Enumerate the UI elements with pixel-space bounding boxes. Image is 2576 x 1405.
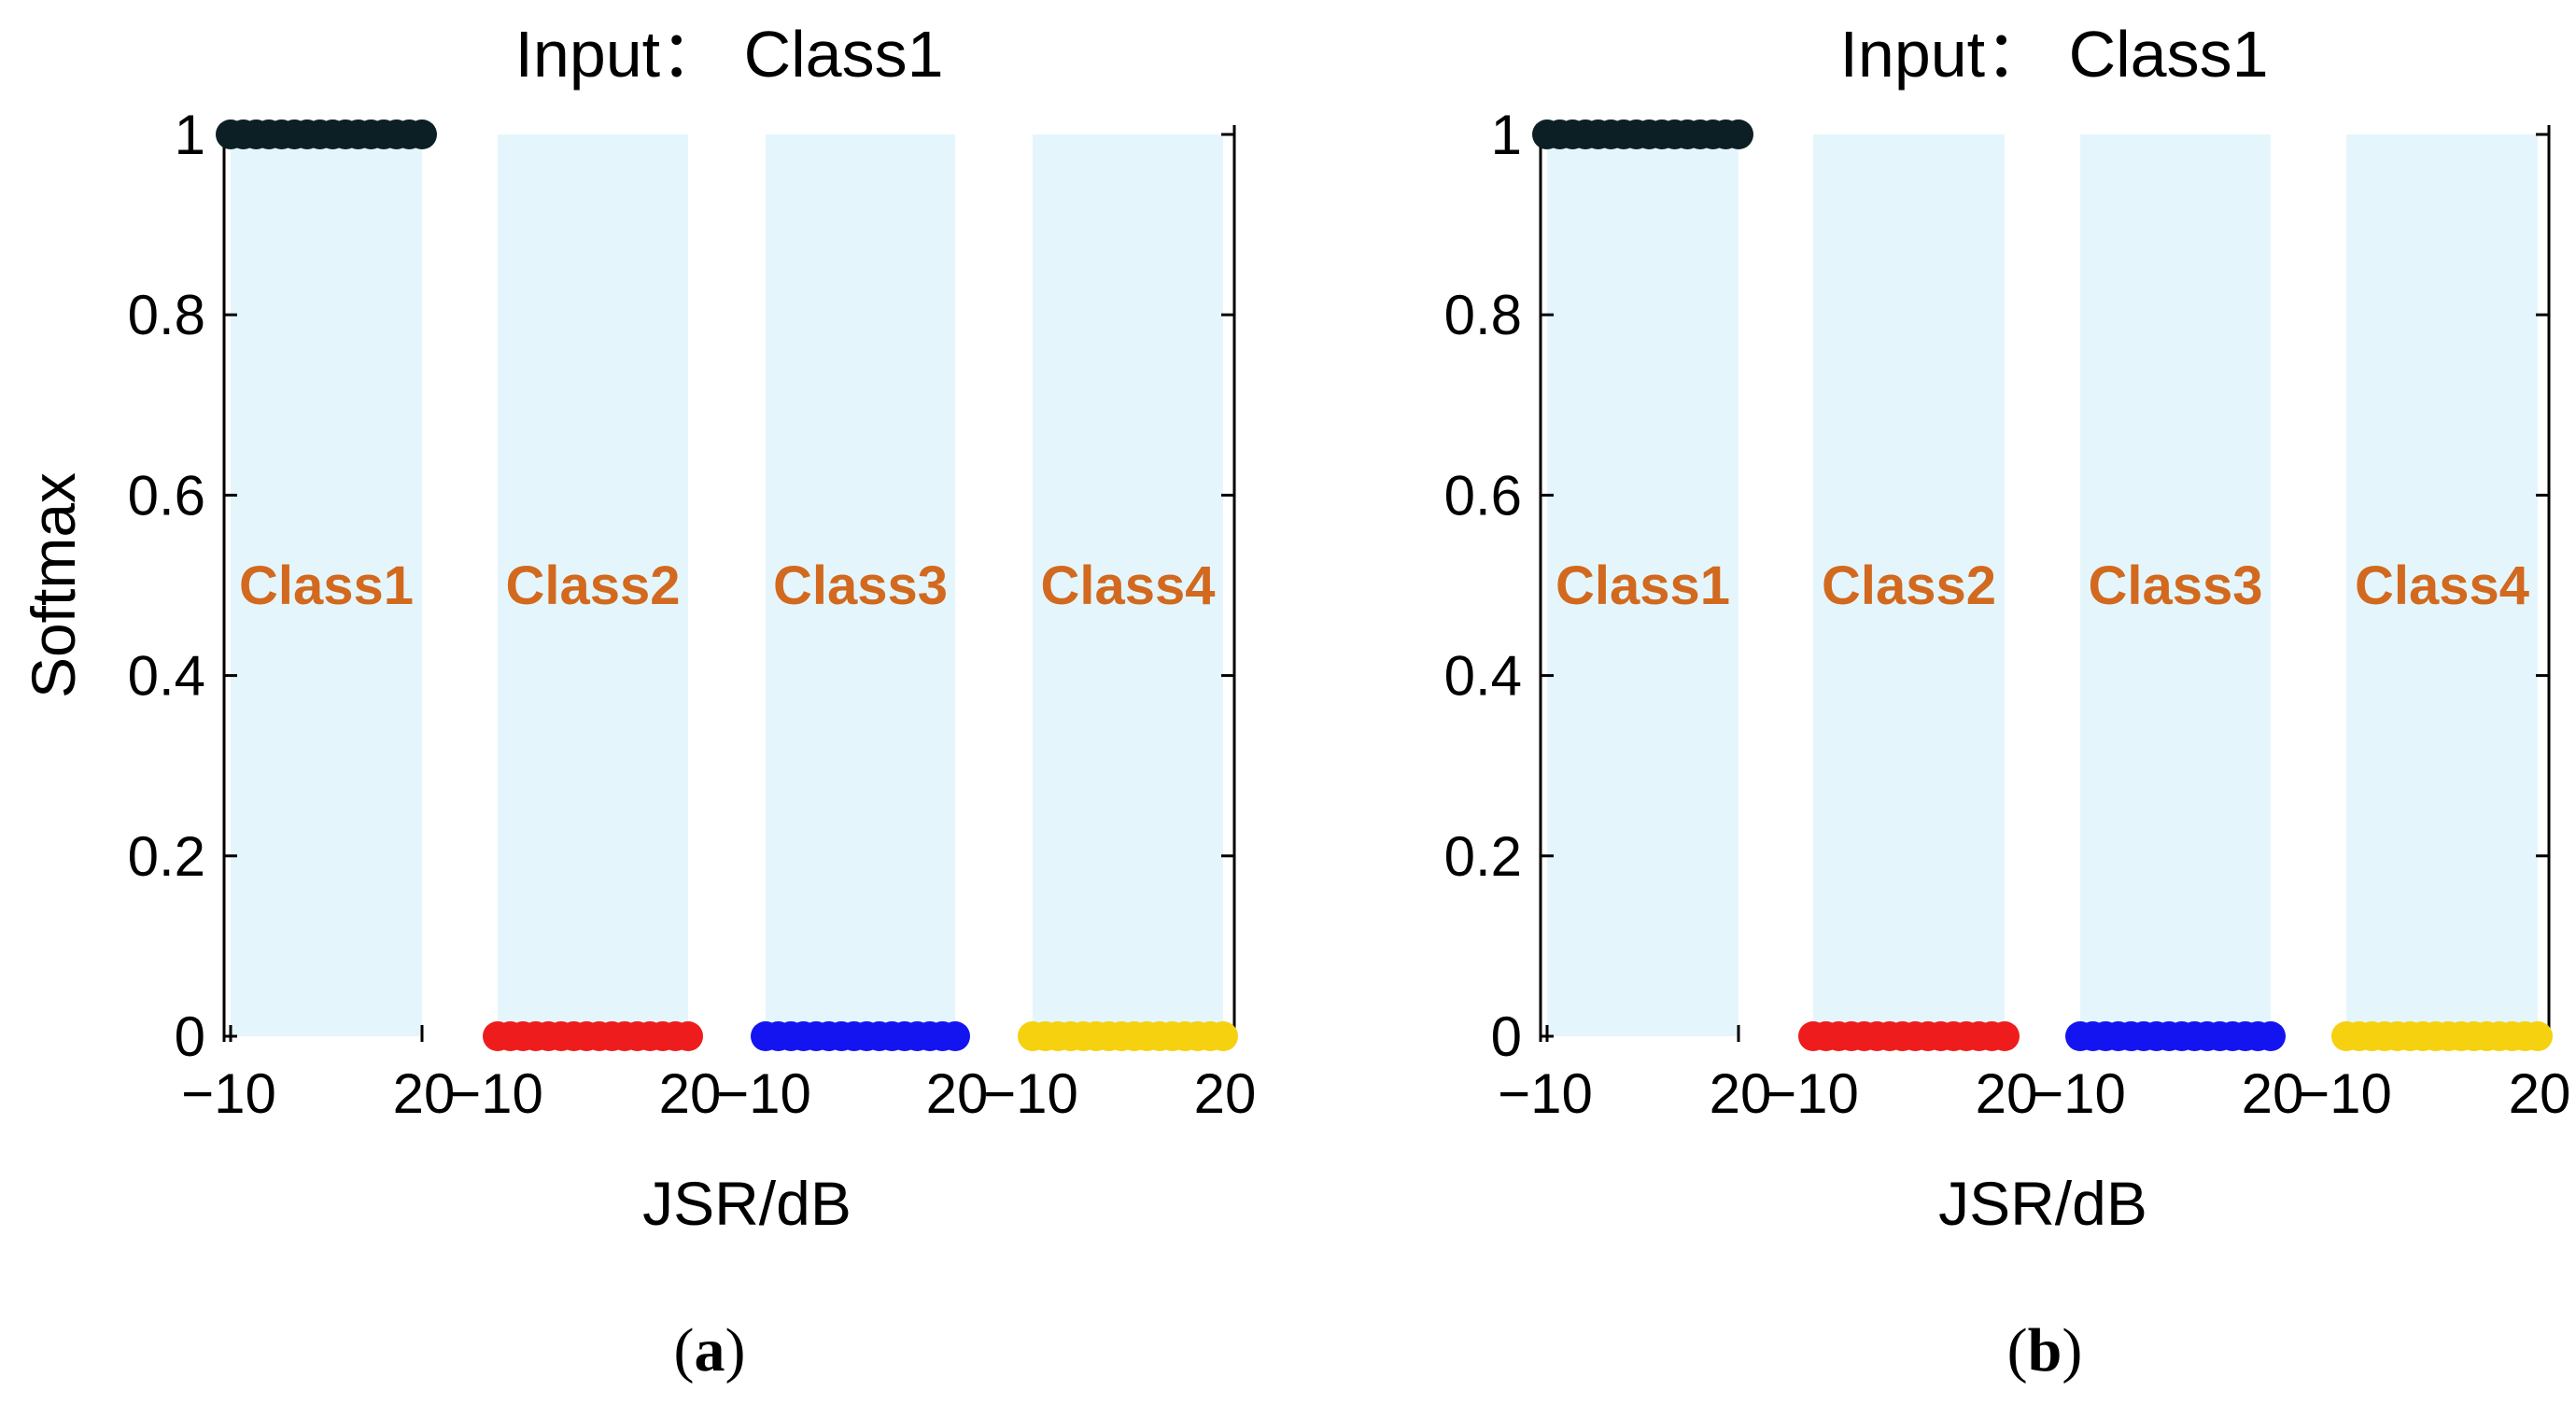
class-label-4: Class4 (1040, 555, 1215, 616)
x-tick-label: 20 (2242, 1062, 2304, 1125)
panel-label: (b) (2007, 1316, 2083, 1384)
y-tick-label: 0.4 (128, 645, 205, 708)
class-label-3: Class3 (773, 555, 948, 616)
class-band-1 (1547, 134, 1738, 1036)
y-tick-label: 0.2 (128, 825, 205, 888)
data-point-class4 (1208, 1021, 1238, 1051)
x-tick-label: −10 (1764, 1062, 1859, 1125)
data-point-class1 (1724, 119, 1753, 149)
y-tick-label: 0.8 (128, 284, 205, 346)
y-tick-label: 0 (1491, 1005, 1522, 1068)
class-band-4 (2346, 134, 2538, 1036)
y-tick-label: 0.6 (128, 464, 205, 527)
class-label-3: Class3 (2088, 555, 2262, 616)
chart-title: Input： Class1 (1839, 18, 2268, 91)
panel-label: (a) (674, 1316, 746, 1384)
y-axis-label: Softmax (19, 472, 88, 698)
y-tick-label: 0.8 (1444, 284, 1522, 346)
x-tick-label: 20 (1976, 1062, 2038, 1125)
data-point-class3 (940, 1021, 970, 1051)
x-tick-label: 20 (393, 1062, 456, 1125)
data-point-class2 (673, 1021, 703, 1051)
x-tick-label: 20 (1710, 1062, 1772, 1125)
x-tick-label: −10 (1498, 1062, 1593, 1125)
class-band-2 (1813, 134, 2005, 1036)
class-label-2: Class2 (505, 555, 680, 616)
y-tick-label: 0.6 (1444, 464, 1522, 527)
data-point-class3 (2256, 1021, 2286, 1051)
x-tick-label: −10 (2297, 1062, 2392, 1125)
chart-title: Input： Class1 (514, 18, 943, 91)
class-band-4 (1033, 134, 1223, 1036)
class-band-3 (766, 134, 955, 1036)
x-tick-label: 20 (2509, 1062, 2571, 1125)
x-tick-label: 20 (1194, 1062, 1257, 1125)
class-label-1: Class1 (239, 555, 414, 616)
y-tick-label: 1 (175, 104, 205, 166)
x-axis-label: JSR/dB (1938, 1169, 2147, 1238)
class-label-1: Class1 (1555, 555, 1730, 616)
x-tick-label: −10 (983, 1062, 1078, 1125)
x-tick-label: 20 (659, 1062, 722, 1125)
class-band-1 (231, 134, 422, 1036)
x-tick-label: 20 (926, 1062, 989, 1125)
y-tick-label: 0.2 (1444, 825, 1522, 888)
y-tick-label: 0.4 (1444, 645, 1522, 708)
y-tick-label: 1 (1491, 104, 1522, 166)
class-label-2: Class2 (1822, 555, 1996, 616)
data-point-class2 (1990, 1021, 2020, 1051)
data-point-class1 (407, 119, 437, 149)
x-tick-label: −10 (181, 1062, 276, 1125)
class-label-4: Class4 (2355, 555, 2529, 616)
class-band-2 (498, 134, 688, 1036)
data-point-class4 (2523, 1021, 2553, 1051)
x-axis-label: JSR/dB (642, 1169, 852, 1238)
class-band-3 (2080, 134, 2271, 1036)
x-tick-label: −10 (448, 1062, 543, 1125)
y-tick-label: 0 (175, 1005, 205, 1068)
x-tick-label: −10 (716, 1062, 811, 1125)
x-tick-label: −10 (2031, 1062, 2126, 1125)
